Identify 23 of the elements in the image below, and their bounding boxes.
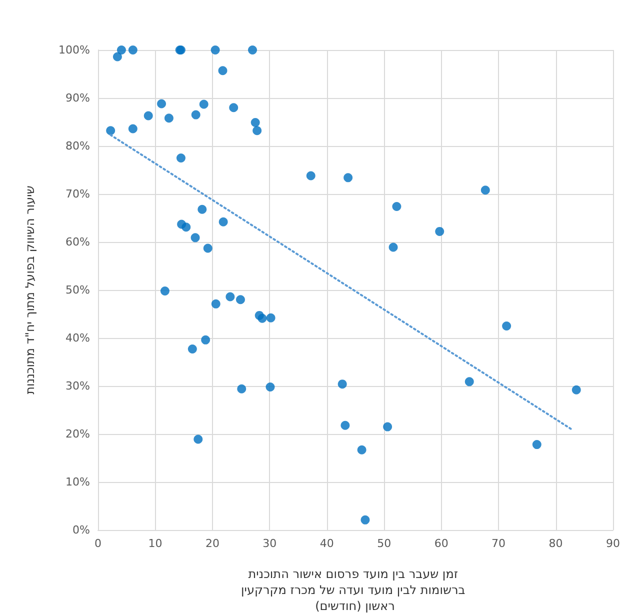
y-tick-label: 100% — [58, 44, 90, 56]
y-tick-label: 50% — [66, 284, 90, 296]
x-tick-label: 80 — [548, 537, 563, 550]
x-tick-label: 60 — [434, 537, 448, 550]
x-tick-label: 50 — [377, 537, 392, 550]
x-tick-label: 70 — [492, 537, 506, 550]
x-tick-label: 40 — [320, 537, 334, 550]
y-tick-label: 70% — [66, 188, 90, 200]
y-tick-label: 0% — [72, 524, 90, 536]
y-tick-label: 90% — [66, 92, 90, 104]
y-tick-label: 60% — [66, 236, 90, 248]
y-axis-title: שיעור השיווק בפועל מתוך יח"ד מתוכננות — [23, 186, 37, 394]
x-tick-label: 10 — [148, 537, 162, 550]
x-axis-title: זמן שעבר בין מועד פרסום אישור התוכנית ברשומות לבין מועד ועדה של מכרז מקרקעין ראשון (חודשים) — [240, 567, 470, 613]
x-tick-label: 0 — [94, 537, 102, 550]
x-tick-label: 90 — [606, 537, 620, 550]
x-tick-label: 30 — [262, 537, 277, 550]
y-tick-label: 30% — [66, 380, 90, 392]
y-tick-label: 10% — [66, 476, 90, 488]
y-tick-label: 40% — [66, 332, 90, 344]
x-tick-label: 20 — [205, 537, 220, 550]
y-tick-label: 20% — [66, 428, 90, 440]
y-tick-label: 80% — [66, 140, 90, 152]
